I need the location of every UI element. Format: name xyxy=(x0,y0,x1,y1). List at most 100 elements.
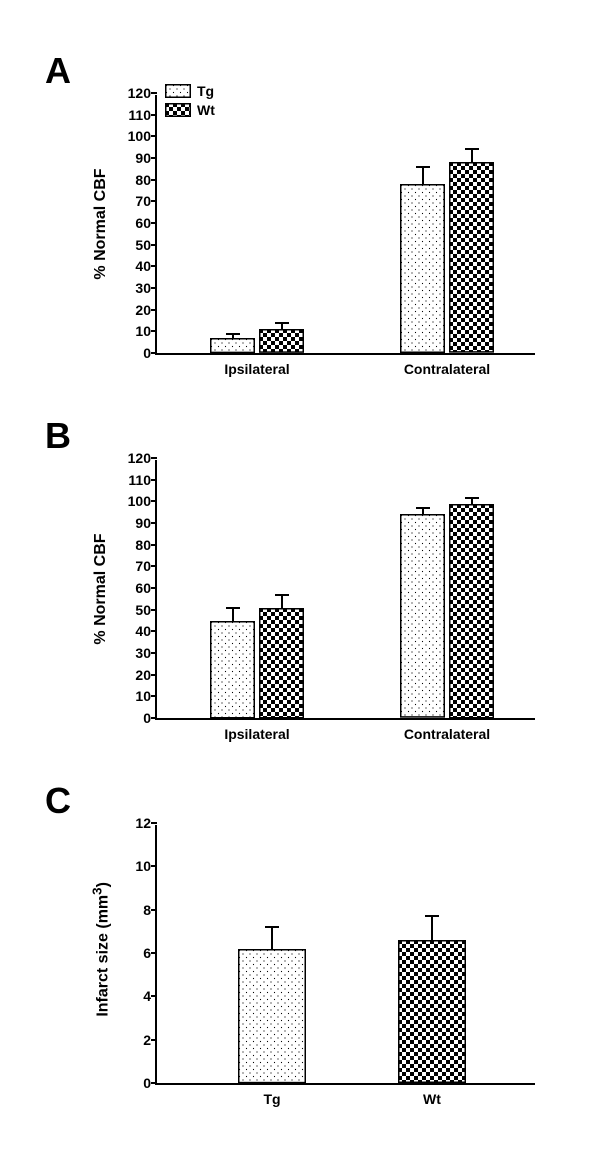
legend-swatch-wt xyxy=(165,103,191,117)
legend-swatch-tg xyxy=(165,84,191,98)
x-tick-label: Ipsilateral xyxy=(224,726,289,742)
y-tick-mark xyxy=(151,92,157,94)
bar-wt xyxy=(449,504,494,719)
y-tick-mark xyxy=(151,609,157,611)
y-tick-label: 80 xyxy=(135,172,151,188)
y-tick-label: 30 xyxy=(135,280,151,296)
y-tick-mark xyxy=(151,822,157,824)
y-tick-mark xyxy=(151,352,157,354)
error-cap xyxy=(465,148,479,150)
y-tick-label: 40 xyxy=(135,623,151,639)
plot-area: 024681012TgWt xyxy=(155,825,535,1085)
error-bar xyxy=(422,167,424,184)
y-tick-label: 0 xyxy=(143,1075,151,1091)
y-tick-label: 12 xyxy=(135,815,151,831)
y-tick-mark xyxy=(151,630,157,632)
y-tick-label: 40 xyxy=(135,258,151,274)
y-tick-mark xyxy=(151,952,157,954)
bar-tg xyxy=(210,338,255,353)
y-tick-mark xyxy=(151,652,157,654)
bar-wt xyxy=(259,329,304,353)
error-cap xyxy=(226,607,240,609)
y-tick-label: 10 xyxy=(135,323,151,339)
bar-tg xyxy=(400,184,445,353)
y-tick-label: 4 xyxy=(143,988,151,1004)
legend-label: Tg xyxy=(197,83,214,99)
y-tick-mark xyxy=(151,309,157,311)
y-tick-mark xyxy=(151,200,157,202)
y-tick-mark xyxy=(151,114,157,116)
y-tick-label: 10 xyxy=(135,688,151,704)
y-tick-mark xyxy=(151,457,157,459)
y-tick-label: 6 xyxy=(143,945,151,961)
y-tick-label: 60 xyxy=(135,580,151,596)
y-tick-mark xyxy=(151,544,157,546)
error-cap xyxy=(275,594,289,596)
y-tick-label: 50 xyxy=(135,602,151,618)
bar-tg xyxy=(400,514,445,718)
y-tick-mark xyxy=(151,695,157,697)
bar-tg xyxy=(210,621,255,719)
y-tick-mark xyxy=(151,244,157,246)
y-tick-mark xyxy=(151,717,157,719)
y-tick-mark xyxy=(151,522,157,524)
bar-wt xyxy=(398,940,466,1083)
y-tick-label: 90 xyxy=(135,150,151,166)
legend-item: Tg xyxy=(165,83,215,99)
y-tick-label: 120 xyxy=(128,85,151,101)
error-bar xyxy=(431,916,433,940)
y-tick-label: 70 xyxy=(135,558,151,574)
y-tick-label: 0 xyxy=(143,345,151,361)
y-tick-mark xyxy=(151,909,157,911)
y-tick-mark xyxy=(151,179,157,181)
panel-a: A0102030405060708090100110120Ipsilateral… xyxy=(45,65,585,405)
bar-wt xyxy=(259,608,304,719)
x-tick-label: Ipsilateral xyxy=(224,361,289,377)
y-tick-mark xyxy=(151,995,157,997)
error-cap xyxy=(265,926,279,928)
legend-item: Wt xyxy=(165,102,215,118)
y-tick-mark xyxy=(151,330,157,332)
y-tick-label: 20 xyxy=(135,302,151,318)
y-tick-mark xyxy=(151,135,157,137)
legend-label: Wt xyxy=(197,102,215,118)
plot-area: 0102030405060708090100110120IpsilateralC… xyxy=(155,460,535,720)
error-cap xyxy=(425,915,439,917)
error-bar xyxy=(471,149,473,162)
y-tick-mark xyxy=(151,587,157,589)
y-tick-label: 0 xyxy=(143,710,151,726)
y-tick-mark xyxy=(151,674,157,676)
panel-label-a: A xyxy=(45,50,71,92)
bar-wt xyxy=(449,162,494,353)
error-bar xyxy=(232,608,234,621)
y-tick-label: 120 xyxy=(128,450,151,466)
error-cap xyxy=(275,322,289,324)
y-axis-label: Infarct size (mm3) xyxy=(89,897,112,1017)
error-bar xyxy=(281,595,283,608)
y-tick-label: 110 xyxy=(128,472,151,488)
y-tick-label: 10 xyxy=(135,858,151,874)
error-bar xyxy=(271,927,273,949)
y-tick-label: 20 xyxy=(135,667,151,683)
y-tick-label: 90 xyxy=(135,515,151,531)
error-cap xyxy=(465,497,479,499)
panel-label-b: B xyxy=(45,415,71,457)
x-tick-label: Contralateral xyxy=(404,726,490,742)
x-tick-label: Contralateral xyxy=(404,361,490,377)
y-tick-mark xyxy=(151,287,157,289)
y-tick-mark xyxy=(151,500,157,502)
y-tick-mark xyxy=(151,222,157,224)
error-cap xyxy=(416,166,430,168)
y-tick-label: 100 xyxy=(128,493,151,509)
plot-area: 0102030405060708090100110120IpsilateralC… xyxy=(155,95,535,355)
error-cap xyxy=(226,333,240,335)
y-tick-label: 30 xyxy=(135,645,151,661)
x-tick-label: Wt xyxy=(423,1091,441,1107)
y-tick-label: 60 xyxy=(135,215,151,231)
bar-tg xyxy=(238,949,306,1083)
y-tick-label: 8 xyxy=(143,902,151,918)
panel-b: B0102030405060708090100110120Ipsilateral… xyxy=(45,430,585,770)
y-tick-mark xyxy=(151,479,157,481)
y-axis-label: % Normal CBF xyxy=(92,529,110,649)
y-tick-mark xyxy=(151,265,157,267)
